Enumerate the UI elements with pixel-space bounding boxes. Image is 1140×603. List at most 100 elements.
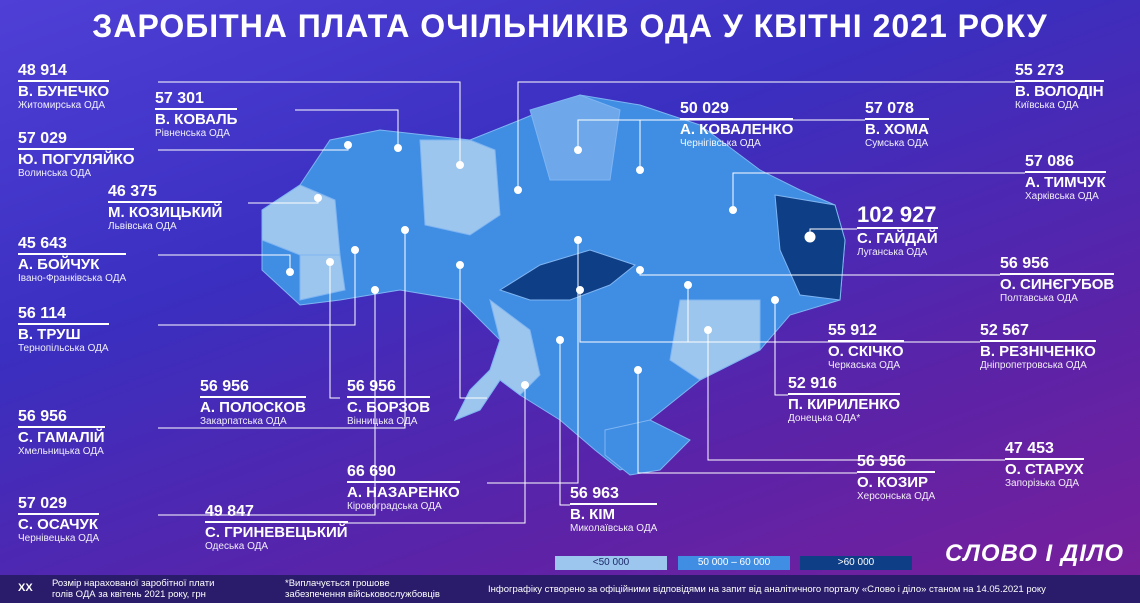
dot-ifr — [286, 268, 294, 276]
dot-odesa — [521, 381, 529, 389]
card-cherkasy-region: Черкаська ОДА — [828, 360, 901, 371]
card-luhansk-name: С. ГАЙДАЙ — [857, 227, 938, 247]
card-volyn: 57 029 Ю. ПОГУЛЯЙКО Волинська ОДА — [18, 130, 135, 180]
card-kirovohrad-name: А. НАЗАРЕНКО — [347, 481, 460, 501]
card-chernivtsi-name: С. ОСАЧУК — [18, 513, 100, 533]
card-zaporizhzhia-region: Запорізька ОДА — [1005, 478, 1080, 489]
card-zakarpattia-name: А. ПОЛОСКОВ — [200, 396, 306, 416]
card-zaporizhzhia-name: О. СТАРУХ — [1005, 458, 1084, 478]
card-zakarpattia-value: 56 956 — [200, 378, 249, 395]
card-kyiv-region: Київська ОДА — [1015, 100, 1079, 111]
dot-chernihiv — [574, 146, 582, 154]
dot-mykolaiv — [556, 336, 564, 344]
card-volyn-region: Волинська ОДА — [18, 168, 92, 179]
footer-note2-line2: забезпечення військовослужбовців — [285, 589, 440, 600]
dot-vinnytsia — [456, 261, 464, 269]
dot-lviv — [314, 194, 322, 202]
footer-note1-line1: Розмір нарахованої заробітної плати — [52, 578, 215, 589]
card-chernihiv-value: 50 029 — [680, 100, 729, 117]
card-chernivtsi-value: 57 029 — [18, 495, 67, 512]
leader-sumy — [639, 119, 865, 170]
card-zhytomyr-region: Житомирська ОДА — [18, 100, 106, 111]
region-zhytomyr — [419, 139, 501, 236]
region-zaporizhzhia — [669, 299, 761, 381]
legend-mid: 50 000 – 60 000 — [678, 556, 790, 570]
card-mykolaiv: 56 963 В. КІМ Миколаївська ОДА — [570, 485, 658, 535]
card-chernihiv-name: А. КОВАЛЕНКО — [680, 118, 794, 138]
leader-kyiv — [517, 81, 1015, 190]
leader-kharkiv — [732, 172, 1025, 210]
card-sumy-value: 57 078 — [865, 100, 914, 117]
card-luhansk: 102 927 С. ГАЙДАЙ Луганська ОДА — [857, 203, 938, 259]
card-kirovohrad: 66 690 А. НАЗАРЕНКО Кіровоградська ОДА — [347, 463, 460, 513]
dot-kharkiv — [729, 206, 737, 214]
dot-donetsk — [771, 296, 779, 304]
card-vinnytsia-region: Вінницька ОДА — [347, 416, 418, 427]
card-khmelnytskyi-name: С. ГАМАЛІЙ — [18, 426, 105, 446]
card-kharkiv-value: 57 086 — [1025, 153, 1074, 170]
card-volyn-value: 57 029 — [18, 130, 67, 147]
card-mykolaiv-name: В. КІМ — [570, 503, 658, 523]
footer: XX Розмір нарахованої заробітної плати г… — [0, 575, 1140, 603]
region-luhansk — [774, 194, 846, 301]
card-chernihiv-region: Чернігівська ОДА — [680, 138, 761, 149]
card-odesa: 49 847 С. ГРИНЕВЕЦЬКИЙ Одеська ОДА — [205, 503, 348, 553]
card-zaporizhzhia: 47 453 О. СТАРУХ Запорізька ОДА — [1005, 440, 1084, 490]
card-kirovohrad-region: Кіровоградська ОДА — [347, 501, 442, 512]
card-ternopil-value: 56 114 — [18, 305, 67, 322]
region-kirovohrad — [498, 249, 637, 301]
leader-kherson — [637, 370, 857, 474]
footer-source: Інфографіку створено за офіційними відпо… — [488, 584, 1046, 595]
card-lviv-value: 46 375 — [108, 183, 157, 200]
card-lviv-name: М. КОЗИЦЬКИЙ — [108, 201, 223, 221]
leader-vinnytsia — [459, 265, 487, 399]
card-chernivtsi: 57 029 С. ОСАЧУК Чернівецька ОДА — [18, 495, 100, 545]
card-cherkasy-value: 55 912 — [828, 322, 877, 339]
leader-ternopil — [158, 250, 356, 326]
card-zaporizhzhia-value: 47 453 — [1005, 440, 1054, 457]
card-zakarpattia-region: Закарпатська ОДА — [200, 416, 287, 427]
card-ifr: 45 643 А. БОЙЧУК Івано-Франківська ОДА — [18, 235, 127, 285]
card-ternopil-region: Тернопільська ОДА — [18, 343, 109, 354]
card-khmelnytskyi-value: 56 956 — [18, 408, 67, 425]
card-dnipro: 52 567 В. РЕЗНІЧЕНКО Дніпропетровська ОДА — [980, 322, 1096, 372]
card-ifr-name: А. БОЙЧУК — [18, 253, 127, 273]
card-ifr-region: Івано-Франківська ОДА — [18, 273, 127, 284]
card-rivne-region: Рівненська ОДА — [155, 128, 230, 139]
region-chernihiv — [529, 94, 621, 181]
leader-khmelnytskyi — [158, 230, 406, 429]
card-kirovohrad-value: 66 690 — [347, 463, 396, 480]
card-zhytomyr: 48 914 В. БУНЕЧКО Житомирська ОДА — [18, 62, 110, 112]
card-luhansk-region: Луганська ОДА — [857, 247, 928, 258]
card-kharkiv-region: Харківська ОДА — [1025, 191, 1099, 202]
card-donetsk-region: Донецька ОДА* — [788, 413, 861, 424]
card-lviv-region: Львівська ОДА — [108, 221, 177, 232]
card-kharkiv-name: А. ТИМЧУК — [1025, 171, 1106, 191]
dot-kyiv — [514, 186, 522, 194]
dot-volyn — [344, 141, 352, 149]
region-ifr — [299, 254, 346, 301]
leader-zaporizhzhia — [707, 330, 1005, 461]
card-vinnytsia-value: 56 956 — [347, 378, 396, 395]
dot-zaporizhzhia — [704, 326, 712, 334]
card-poltava-region: Полтавська ОДА — [1000, 293, 1078, 304]
dot-cherkasy — [576, 286, 584, 294]
card-odesa-value: 49 847 — [205, 503, 254, 520]
card-rivne: 57 301 В. КОВАЛЬ Рівненська ОДА — [155, 90, 238, 140]
leader-mykolaiv — [559, 340, 570, 506]
card-mykolaiv-region: Миколаївська ОДА — [570, 523, 658, 534]
card-donetsk: 52 916 П. КИРИЛЕНКО Донецька ОДА* — [788, 375, 901, 425]
dot-ternopil — [351, 246, 359, 254]
crimea — [604, 419, 691, 476]
dot-poltava — [636, 266, 644, 274]
card-zhytomyr-value: 48 914 — [18, 62, 67, 79]
dot-kherson — [634, 366, 642, 374]
slovo-i-dilo-logo: СЛОВО І ДІЛО — [945, 540, 1125, 567]
leader-zakarpattia — [329, 262, 340, 399]
dot-zhytomyr — [456, 161, 464, 169]
card-ternopil-name: В. ТРУШ — [18, 323, 109, 343]
footer-note1-line2: голів ОДА за квітень 2021 року, грн — [52, 589, 206, 600]
card-cherkasy-name: О. СКІЧКО — [828, 340, 904, 360]
leader-chernivtsi — [158, 290, 376, 516]
